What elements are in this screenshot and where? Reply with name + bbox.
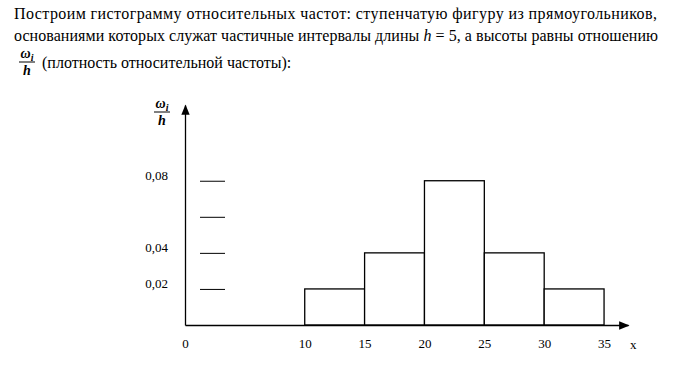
y-tick-mark	[200, 253, 225, 254]
y-axis: 0,02 0,04 0,08	[145, 106, 225, 326]
paragraph: Построим гистограмму относительных часто…	[14, 5, 658, 78]
numerator: ω	[156, 96, 166, 111]
x-tick-label: 30	[538, 336, 551, 351]
bar	[365, 253, 425, 325]
bar	[484, 253, 544, 325]
x-axis-line	[186, 325, 629, 326]
y-tick: 0,04	[145, 240, 225, 255]
x-tick-label: 0	[182, 336, 189, 351]
subscript: i	[166, 102, 169, 113]
y-tick-mark	[200, 181, 225, 182]
y-tick	[200, 217, 225, 218]
x-tick-label: 10	[299, 336, 312, 351]
denominator: h	[158, 113, 166, 128]
paragraph-line: (плотность относительной частоты):	[42, 54, 291, 72]
y-axis-line	[185, 106, 186, 326]
x-tick: 25	[478, 336, 491, 351]
x-tick-label: 15	[359, 336, 372, 351]
fraction: ωih	[19, 46, 35, 78]
denominator: h	[23, 63, 31, 78]
fraction: ωih	[154, 96, 170, 128]
y-tick: 0,08	[145, 168, 225, 183]
paragraph-part: h	[423, 27, 431, 44]
x-tick: 10	[299, 336, 312, 351]
numerator: ω	[21, 46, 31, 61]
bar	[305, 289, 365, 325]
x-tick: 0	[182, 336, 189, 351]
y-tick-mark	[200, 289, 225, 290]
x-tick-label: 25	[478, 336, 491, 351]
x-tick: 30	[538, 336, 551, 351]
x-axis-title: x	[630, 337, 637, 352]
bar	[544, 289, 604, 325]
x-tick-label: 35	[598, 336, 611, 351]
x-tick: 20	[418, 336, 431, 351]
x-axis: 0 10 15 20 25 30 35	[182, 326, 628, 352]
subscript: i	[31, 52, 34, 63]
y-tick-label: 0,02	[145, 276, 168, 291]
paragraph-line: Построим гистограмму относительных часто…	[14, 5, 657, 23]
x-tick: 35	[598, 336, 611, 351]
fraction-numerator: ωi	[21, 46, 34, 63]
figure: Построим гистограмму относительных часто…	[0, 0, 673, 374]
x-tick: 15	[359, 336, 372, 351]
paragraph-line: основаниями которых служат частичные инт…	[14, 27, 658, 45]
y-tick-mark	[200, 217, 225, 218]
y-tick-label: 0,08	[145, 168, 168, 183]
paragraph-part: = 5, а высоты равны отношению	[431, 27, 658, 45]
fraction-numerator: ωi	[156, 96, 169, 113]
y-tick-label: 0,04	[145, 240, 168, 255]
y-tick: 0,02	[145, 276, 225, 291]
bars	[305, 181, 604, 325]
x-tick-label: 20	[418, 336, 431, 351]
paragraph-part: основаниями которых служат частичные инт…	[14, 27, 423, 45]
bar	[424, 181, 484, 325]
